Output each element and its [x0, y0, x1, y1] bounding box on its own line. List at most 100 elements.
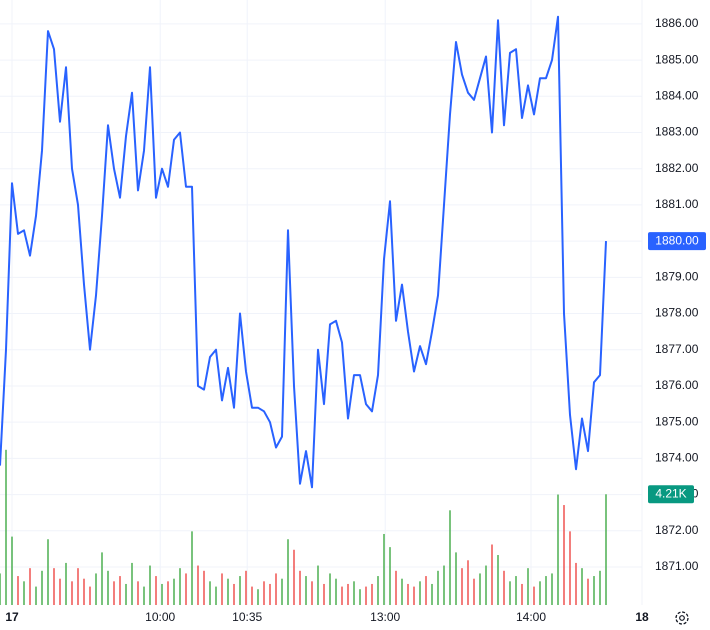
- price-marker: [648, 232, 706, 251]
- volume-bar: [323, 583, 325, 605]
- settings-button[interactable]: [675, 611, 689, 625]
- volume-bar: [413, 586, 415, 605]
- volume-bar: [293, 549, 295, 605]
- y-tick-label: 1871.00: [655, 559, 699, 573]
- volume-bar: [161, 583, 163, 605]
- y-tick-label: 1875.00: [655, 414, 699, 428]
- gear-outline: [675, 611, 689, 625]
- volume-bar: [551, 573, 553, 605]
- volume-bar: [239, 576, 241, 605]
- y-tick-label: 1877.00: [655, 342, 699, 356]
- volume-bar: [527, 568, 529, 605]
- volume-bar: [437, 570, 439, 605]
- volume-bar: [359, 589, 361, 605]
- volume-bar: [35, 586, 37, 605]
- volume-bar: [575, 562, 577, 605]
- volume-bar: [317, 565, 319, 605]
- volume-bar: [329, 573, 331, 605]
- volume-bar: [563, 505, 565, 605]
- volume-bar: [545, 576, 547, 605]
- volume-bar: [263, 581, 265, 605]
- volume-bar: [365, 586, 367, 605]
- volume-bar: [515, 576, 517, 605]
- volume-bar: [245, 570, 247, 605]
- volume-bar: [341, 586, 343, 605]
- volume-bar: [137, 581, 139, 605]
- volume-bar: [155, 576, 157, 605]
- volume-bar: [251, 586, 253, 605]
- volume-bar: [299, 570, 301, 605]
- volume-bar: [455, 552, 457, 605]
- y-tick-label: 1876.00: [655, 378, 699, 392]
- volume-bar: [371, 583, 373, 605]
- x-tick-label: 14:00: [516, 610, 546, 624]
- volume-bar: [71, 581, 73, 605]
- volume-bar: [53, 568, 55, 605]
- y-tick-label: 1882.00: [655, 161, 699, 175]
- volume-bar: [521, 583, 523, 605]
- volume-bar: [209, 581, 211, 605]
- volume-bar: [77, 568, 79, 605]
- volume-marker: [648, 485, 694, 504]
- volume-bar: [491, 544, 493, 605]
- volume-bar: [479, 573, 481, 605]
- y-tick-label: 1879.00: [655, 270, 699, 284]
- x-tick-label: 17: [5, 610, 19, 624]
- y-tick-label: 1885.00: [655, 52, 699, 66]
- volume-bar: [113, 581, 115, 605]
- y-tick-label: 1886.00: [655, 16, 699, 30]
- volume-bar: [347, 583, 349, 605]
- x-tick-label: 13:00: [370, 610, 400, 624]
- volume-bar: [191, 531, 193, 605]
- volume-bar: [131, 562, 133, 605]
- y-tick-label: 1878.00: [655, 306, 699, 320]
- grid: [0, 0, 643, 605]
- volume-bar: [605, 494, 607, 605]
- volume-bar: [119, 576, 121, 605]
- volume-bar: [143, 586, 145, 605]
- volume-bar: [599, 570, 601, 605]
- volume-bar: [425, 576, 427, 605]
- volume-bar: [5, 449, 7, 605]
- volume-bar: [305, 576, 307, 605]
- volume-bar: [95, 573, 97, 605]
- volume-bar: [443, 565, 445, 605]
- volume-bar: [47, 539, 49, 605]
- volume-bar: [41, 570, 43, 605]
- volume-bar: [401, 578, 403, 605]
- volume-bar: [17, 576, 19, 605]
- volume-bar: [23, 581, 25, 605]
- volume-bar: [395, 570, 397, 605]
- volume-bar: [257, 589, 259, 605]
- volume-bar: [275, 573, 277, 605]
- volume-bar: [179, 568, 181, 605]
- volume-bar: [539, 581, 541, 605]
- volume-bar: [593, 576, 595, 605]
- volume-bar: [227, 578, 229, 605]
- volume-bar: [281, 578, 283, 605]
- volume-bar: [383, 533, 385, 605]
- volume-bar: [557, 494, 559, 605]
- volume-bar: [407, 583, 409, 605]
- volume-bar: [59, 578, 61, 605]
- y-tick-label: 1884.00: [655, 88, 699, 102]
- x-tick-label: 10:00: [145, 610, 175, 624]
- volume-bar: [149, 565, 151, 605]
- volume-bar: [353, 581, 355, 605]
- volume-bar: [581, 568, 583, 605]
- volume-bar: [389, 547, 391, 605]
- volume-bar: [125, 583, 127, 605]
- volume-bar: [203, 570, 205, 605]
- volume-bar: [431, 583, 433, 605]
- volume-bar: [173, 578, 175, 605]
- volume-bar: [419, 581, 421, 605]
- volume-bar: [503, 570, 505, 605]
- volume-bar: [461, 568, 463, 605]
- y-tick-label: 1883.00: [655, 125, 699, 139]
- price-marker-label: 1880.00: [655, 233, 699, 247]
- volume-bar: [185, 573, 187, 605]
- volume-bar: [335, 578, 337, 605]
- volume-bar: [497, 555, 499, 605]
- volume-bar: [107, 570, 109, 605]
